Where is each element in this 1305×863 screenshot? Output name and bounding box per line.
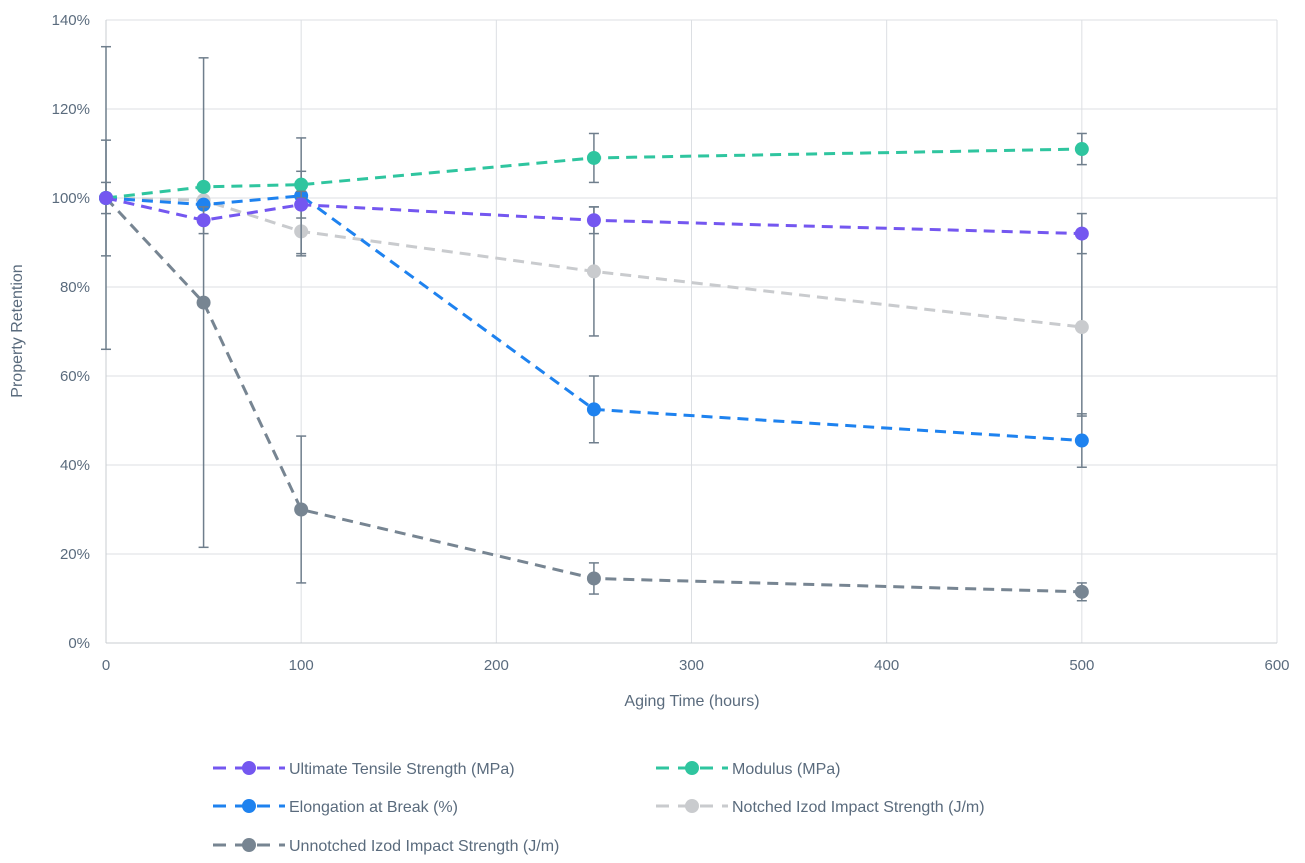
x-tick-label: 300	[679, 657, 704, 674]
y-tick-label: 60%	[60, 368, 90, 385]
series-line	[105, 194, 1082, 443]
y-tick-label: 20%	[60, 546, 90, 563]
data-point	[99, 191, 113, 205]
series-layer	[99, 45, 1089, 602]
y-tick-label: 0%	[68, 635, 90, 652]
series-line	[105, 147, 1082, 200]
series-1	[99, 132, 1089, 205]
legend-item: Ultimate Tensile Strength (MPa)	[213, 761, 515, 778]
data-point	[586, 571, 601, 586]
data-point	[294, 502, 309, 517]
data-point	[1074, 584, 1089, 599]
y-tick-label: 80%	[60, 279, 90, 296]
data-point	[196, 295, 211, 310]
legend-marker	[242, 799, 256, 813]
y-tick-label: 120%	[52, 101, 90, 118]
data-point	[294, 177, 309, 192]
series-0	[99, 181, 1089, 255]
data-point	[1074, 226, 1089, 241]
y-axis-title: Property Retention	[9, 264, 26, 397]
x-tick-label: 600	[1264, 657, 1289, 674]
legend-label: Ultimate Tensile Strength (MPa)	[289, 761, 515, 778]
legend: Ultimate Tensile Strength (MPa) Modulus (…	[213, 761, 985, 855]
legend-label: Notched Izod Impact Strength (J/m)	[732, 799, 985, 816]
x-tick-label: 0	[102, 657, 110, 674]
data-point	[586, 213, 601, 228]
x-tick-label: 200	[484, 657, 509, 674]
y-tick-label: 140%	[52, 12, 90, 29]
data-point	[586, 264, 601, 279]
grid-layer	[105, 19, 1278, 644]
legend-marker	[242, 838, 256, 852]
legend-label: Elongation at Break (%)	[289, 799, 458, 816]
legend-marker	[242, 761, 256, 775]
legend-marker	[685, 761, 699, 775]
data-point	[586, 402, 601, 417]
legend-item: Notched Izod Impact Strength (J/m)	[656, 799, 985, 816]
legend-item: Modulus (MPa)	[656, 761, 840, 778]
data-point	[1074, 320, 1089, 335]
x-axis-title: Aging Time (hours)	[624, 693, 759, 710]
x-tick-label: 500	[1069, 657, 1094, 674]
y-tick-label: 100%	[52, 190, 90, 207]
series-line	[104, 196, 1082, 594]
legend-item: Elongation at Break (%)	[213, 799, 458, 816]
x-tick-label: 400	[874, 657, 899, 674]
y-tick-label: 40%	[60, 457, 90, 474]
legend-label: Unnotched Izod Impact Strength (J/m)	[289, 838, 559, 855]
data-point	[586, 150, 601, 165]
legend-item: Unnotched Izod Impact Strength (J/m)	[213, 838, 559, 855]
data-point	[196, 179, 211, 194]
legend-label: Modulus (MPa)	[732, 761, 840, 778]
data-point	[196, 213, 211, 228]
data-point	[196, 197, 211, 212]
data-point	[1074, 142, 1089, 157]
data-point	[1074, 433, 1089, 448]
data-point	[294, 197, 309, 212]
x-tick-label: 100	[289, 657, 314, 674]
legend-marker	[685, 799, 699, 813]
tick-labels: 0% 20% 40% 60% 80% 100% 120% 140% 0 100 200 300 400 5…	[52, 12, 1290, 674]
